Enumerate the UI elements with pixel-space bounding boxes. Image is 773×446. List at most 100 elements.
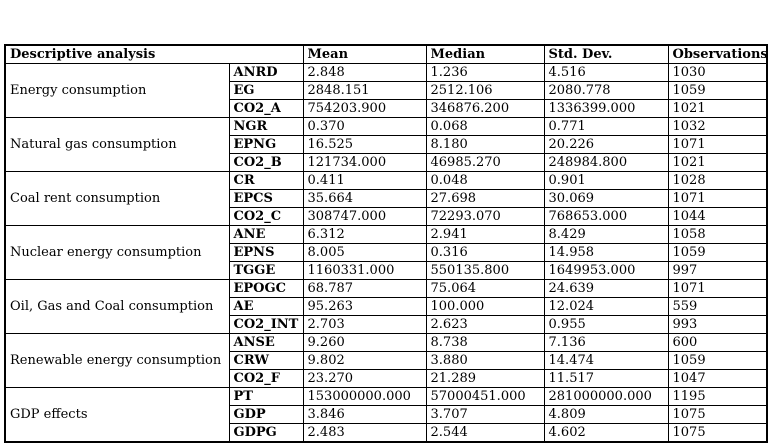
median-cell: 100.000 [425,297,545,316]
median-cell: 346876.200 [425,99,545,118]
variable-cell: EPOGC [228,279,304,298]
median-cell: 2.544 [425,423,545,443]
variable-cell: ANE [228,225,304,244]
mean-cell: 2.848 [302,63,427,82]
observations-cell: 997 [667,261,768,280]
descriptive-statistics-table: Descriptive analysis Mean Median Std. De… [4,44,769,443]
observations-cell: 1071 [667,189,768,208]
category-cell: Natural gas consumption [4,117,230,172]
std-dev-cell: 8.429 [543,225,669,244]
mean-cell: 8.005 [302,243,427,262]
median-cell: 46985.270 [425,153,545,172]
median-cell: 550135.800 [425,261,545,280]
mean-cell: 3.846 [302,405,427,424]
median-cell: 75.064 [425,279,545,298]
table-row: Oil, Gas and Coal consumption EPOGC 68.787… [4,279,768,334]
variable-cell: EG [228,81,304,100]
header-std-dev: Std. Dev. [543,44,669,64]
mean-cell: 0.411 [302,171,427,190]
category-cell: Renewable energy consumption [4,333,230,388]
mean-cell: 6.312 [302,225,427,244]
median-cell: 2512.106 [425,81,545,100]
table-header-row: Descriptive analysis Mean Median Std. De… [4,44,768,64]
std-dev-cell: 20.226 [543,135,669,154]
std-dev-cell: 7.136 [543,333,669,352]
observations-cell: 1058 [667,225,768,244]
mean-cell: 9.260 [302,333,427,352]
table-row: GDPG 2.483 2.544 4.602 1075 [5,423,768,443]
std-dev-cell: 4.516 [543,63,669,82]
median-cell: 3.707 [425,405,545,424]
table-row: GDP 3.846 3.707 4.809 1075 [5,405,768,424]
std-dev-cell: 0.771 [543,117,669,136]
category-cell: Oil, Gas and Coal consumption [4,279,230,334]
mean-cell: 9.802 [302,351,427,370]
table-row: CO2_C 308747.000 72293.070 768653.000 1044 [5,207,768,226]
mean-cell: 153000000.000 [302,387,427,406]
variable-cell: PT [228,387,304,406]
observations-cell: 559 [667,297,768,316]
table-row: CO2_INT 2.703 2.623 0.955 993 [5,315,768,334]
category-cell: Nuclear energy consumption [4,225,230,280]
variable-cell: AE [228,297,304,316]
variable-cell: GDP [228,405,304,424]
category-cell: Coal rent consumption [4,171,230,226]
variable-cell: CO2_B [228,153,304,172]
std-dev-cell: 24.639 [543,279,669,298]
table-row: TGGE 1160331.000 550135.800 1649953.000 997 [5,261,768,280]
table-row: Energy consumption ANRD 2.848 1.236 4.516 103… [4,63,768,118]
median-cell: 3.880 [425,351,545,370]
observations-cell: 600 [667,333,768,352]
header-observations: Observations [667,44,768,64]
header-mean: Mean [302,44,427,64]
header-median: Median [425,44,545,64]
observations-cell: 1021 [667,99,768,118]
variable-cell: ANSE [228,333,304,352]
std-dev-cell: 2080.778 [543,81,669,100]
observations-cell: 1059 [667,351,768,370]
observations-cell: 1028 [667,171,768,190]
observations-cell: 1075 [667,423,768,443]
variable-cell: CRW [228,351,304,370]
median-cell: 0.048 [425,171,545,190]
median-cell: 27.698 [425,189,545,208]
std-dev-cell: 248984.800 [543,153,669,172]
std-dev-cell: 30.069 [543,189,669,208]
variable-cell: TGGE [228,261,304,280]
observations-cell: 1021 [667,153,768,172]
variable-cell: EPNG [228,135,304,154]
observations-cell: 1032 [667,117,768,136]
median-cell: 21.289 [425,369,545,388]
category-cell: GDP effects [4,387,230,443]
std-dev-cell: 0.901 [543,171,669,190]
table-row: Nuclear energy consumption ANE 6.312 2.941 8… [4,225,768,280]
variable-cell: EPNS [228,243,304,262]
observations-cell: 1030 [667,63,768,82]
median-cell: 0.316 [425,243,545,262]
mean-cell: 16.525 [302,135,427,154]
mean-cell: 0.370 [302,117,427,136]
observations-cell: 993 [667,315,768,334]
std-dev-cell: 14.958 [543,243,669,262]
observations-cell: 1195 [667,387,768,406]
median-cell: 2.941 [425,225,545,244]
std-dev-cell: 12.024 [543,297,669,316]
observations-cell: 1044 [667,207,768,226]
observations-cell: 1075 [667,405,768,424]
observations-cell: 1059 [667,243,768,262]
variable-cell: CO2_C [228,207,304,226]
table-row: CO2_F 23.270 21.289 11.517 1047 [5,369,768,388]
observations-cell: 1059 [667,81,768,100]
table-row: EPNG 16.525 8.180 20.226 1071 [5,135,768,154]
std-dev-cell: 11.517 [543,369,669,388]
median-cell: 8.180 [425,135,545,154]
mean-cell: 1160331.000 [302,261,427,280]
table-row: EG 2848.151 2512.106 2080.778 1059 [5,81,768,100]
mean-cell: 2.703 [302,315,427,334]
variable-cell: CO2_INT [228,315,304,334]
std-dev-cell: 768653.000 [543,207,669,226]
table-row: EPCS 35.664 27.698 30.069 1071 [5,189,768,208]
mean-cell: 2848.151 [302,81,427,100]
median-cell: 8.738 [425,333,545,352]
